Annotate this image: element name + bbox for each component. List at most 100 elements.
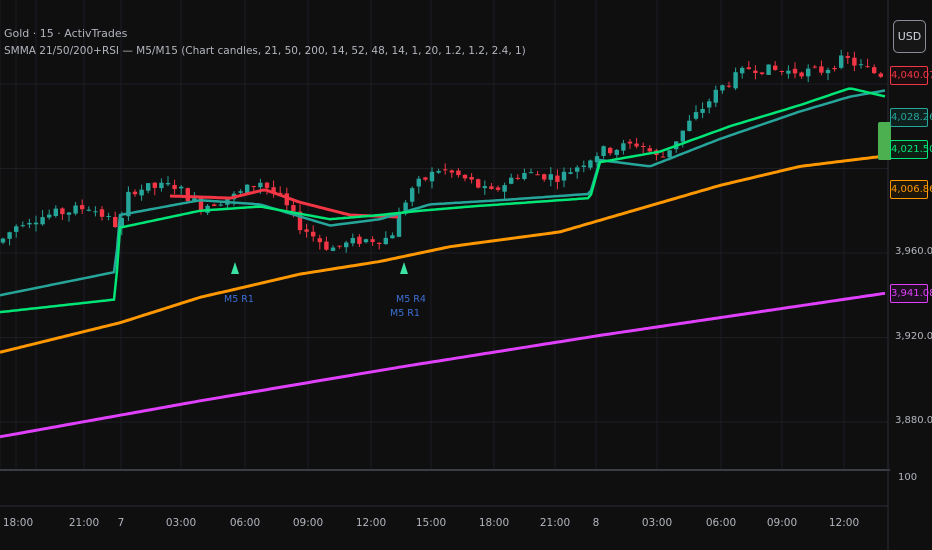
price-tick-extra: 100 [898, 472, 918, 483]
candle-body [264, 182, 270, 188]
smma-50-line [0, 89, 886, 297]
htf-smma-line [169, 188, 399, 219]
time-tick: 06:00 [705, 517, 737, 529]
candle-body [377, 242, 382, 244]
smma-200-line [0, 154, 886, 354]
candle-body [726, 85, 732, 87]
candle-body [317, 238, 322, 243]
candle-body [423, 177, 428, 180]
candle-body [753, 70, 758, 73]
candle-body [330, 247, 336, 251]
candle-body [40, 217, 45, 225]
candle-body [126, 191, 131, 217]
candle-body [456, 170, 461, 176]
candle-body [555, 175, 560, 182]
indicator-legend[interactable]: SMMA 21/50/200+RSI — M5/M15 (Chart candl… [4, 45, 526, 57]
candle-body [766, 64, 771, 75]
candle-body [383, 237, 388, 245]
candle-body [489, 186, 494, 189]
candle-body [779, 71, 784, 72]
candle-body [7, 232, 12, 239]
long-ma-line [0, 291, 886, 439]
candle-body [350, 238, 355, 244]
candle-body [660, 156, 666, 158]
candle-body [858, 64, 864, 66]
chart-grid [0, 0, 888, 470]
candle-body [218, 204, 223, 206]
candle-body [627, 141, 633, 144]
candle-body [192, 198, 197, 201]
candle-body [773, 65, 778, 70]
candle-body [819, 66, 824, 73]
candle-body [429, 171, 435, 182]
time-tick: 15:00 [415, 517, 447, 529]
currency-button[interactable]: USD [893, 20, 926, 53]
price-tick: 3,960.00 [895, 246, 932, 257]
time-tick: 21:00 [68, 517, 100, 529]
candle-body [746, 67, 751, 70]
candle-body [581, 165, 586, 167]
candle-body [502, 185, 507, 192]
candle-body [99, 209, 105, 217]
time-tick: 06:00 [229, 517, 261, 529]
signal-arrow [400, 262, 408, 274]
candle-body [251, 186, 256, 187]
candle-body [740, 67, 745, 74]
candle-body [845, 56, 850, 58]
candle-body [132, 191, 138, 195]
candle-body [113, 217, 118, 227]
candle-body [806, 68, 811, 77]
price-tick: 3,880.00 [895, 415, 932, 426]
candle-body [53, 208, 58, 216]
candle-body [515, 177, 520, 179]
candle-body [667, 150, 672, 158]
candle-body [165, 183, 171, 185]
candle-body [370, 239, 375, 242]
candle-body [878, 73, 883, 77]
candle-body [693, 112, 699, 119]
time-tick: 18:00 [478, 517, 510, 529]
candle-body [680, 130, 685, 142]
candle-body [20, 225, 25, 227]
candle-body [812, 66, 817, 68]
candle-body [159, 182, 164, 189]
candle-body [291, 205, 296, 212]
candle-body [0, 238, 6, 243]
candle-body [390, 235, 395, 239]
time-tick: 03:00 [641, 517, 673, 529]
candle-body [575, 167, 580, 172]
time-tick: 7 [117, 517, 125, 529]
candle-body [106, 216, 111, 217]
candle-body [396, 213, 402, 237]
candle-body [172, 185, 177, 190]
candle-body [119, 218, 124, 228]
long-ma-price-label: 3,941.08 [890, 284, 932, 303]
candle-body [93, 211, 98, 213]
candle-body [641, 146, 646, 147]
candle-body [179, 186, 184, 189]
chart-title[interactable]: Gold · 15 · ActivTrades [4, 27, 128, 40]
candle-body [403, 202, 408, 214]
signal-arrows [231, 262, 408, 274]
candle-body [436, 171, 441, 173]
candle-body [872, 67, 877, 74]
candle-body [462, 174, 468, 179]
candle-body [278, 192, 283, 194]
candle-body [212, 204, 217, 206]
candle-body [297, 211, 303, 231]
candle-body [60, 208, 65, 215]
candle-body [66, 212, 72, 215]
candle-body [33, 222, 39, 225]
candle-body [449, 170, 454, 173]
candle-body [476, 179, 481, 188]
candle-body [799, 72, 804, 77]
time-tick: 03:00 [165, 517, 197, 529]
candle-body [713, 89, 718, 103]
candle-body [528, 172, 534, 174]
candle-body [522, 173, 527, 179]
smma-21-price-label: 4,021.50 [890, 140, 932, 159]
candle-body [304, 229, 309, 232]
candle-body [720, 85, 725, 91]
candle-body [337, 245, 342, 247]
